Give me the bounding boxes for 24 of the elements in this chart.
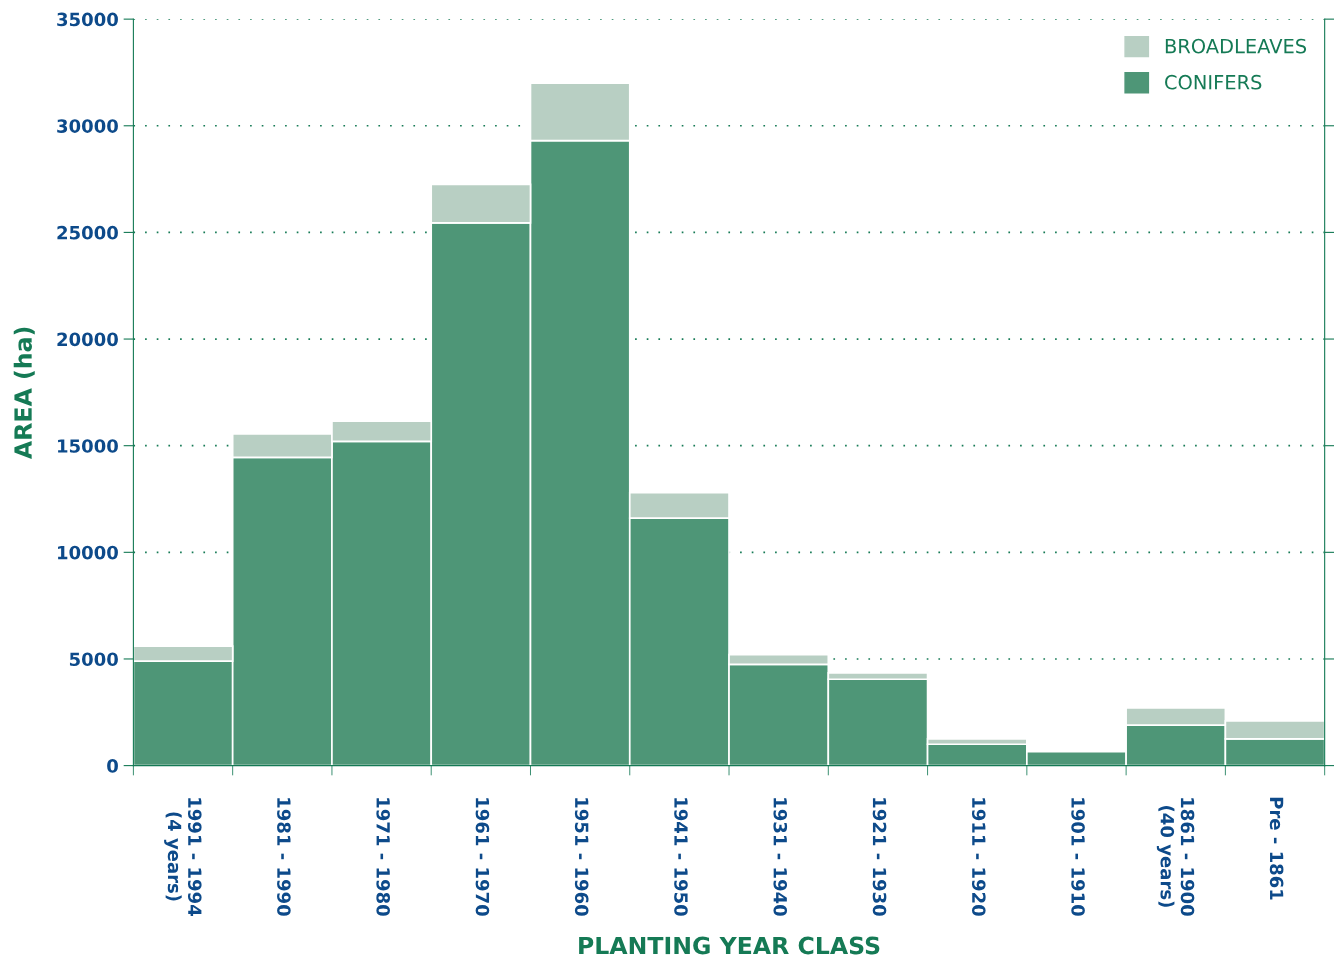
y-tick-label: 25000 [57, 225, 118, 240]
x-tick-label: 1981 - 1990 [277, 798, 291, 916]
legend-label: CONIFERS [1165, 74, 1262, 90]
legend-label: BROADLEAVES [1165, 38, 1307, 54]
x-tick-label: 1951 - 1960 [574, 798, 589, 916]
y-tick-label: 0 [107, 759, 118, 773]
x-tick-label: 1901 - 1910 [1071, 798, 1085, 916]
y-tick-label: 30000 [57, 119, 118, 133]
x-tick-label: 1991 - 1994 (4 years) [164, 798, 202, 916]
y-tick-label: 5000 [69, 652, 118, 667]
x-tick-label: 1861 - 1900 (40 years) [1156, 798, 1195, 916]
y-tick-label: 20000 [57, 332, 118, 347]
x-tick-label: 1961 - 1970 [475, 798, 490, 916]
x-tick-label: 1921 - 1930 [872, 798, 887, 916]
x-axis-title: PLANTING YEAR CLASS [579, 936, 880, 955]
x-tick-label: Pre - 1861 [1269, 797, 1284, 900]
y-axis-title: AREA (ha) [13, 327, 35, 459]
y-tick-label: 35000 [57, 12, 118, 27]
x-tick-label: 1911 - 1920 [971, 798, 986, 916]
x-tick-label: 1931 - 1940 [773, 798, 788, 916]
y-tick-label: 15000 [58, 439, 118, 453]
y-tick-label: 10000 [58, 545, 118, 560]
x-tick-label: 1971 - 1980 [376, 798, 390, 916]
x-tick-label: 1941 - 1950 [674, 798, 688, 916]
